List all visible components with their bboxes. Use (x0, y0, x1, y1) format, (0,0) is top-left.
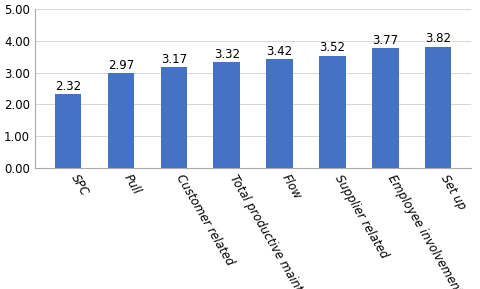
Bar (319, 56, 345, 168)
Text: 3.17: 3.17 (160, 53, 187, 66)
Text: 2.97: 2.97 (108, 59, 134, 72)
Text: 3.82: 3.82 (424, 32, 450, 45)
Text: 3.77: 3.77 (372, 34, 397, 47)
Text: 3.32: 3.32 (213, 48, 239, 61)
Text: 2.32: 2.32 (55, 79, 81, 92)
Bar (266, 59, 292, 168)
Bar (424, 47, 451, 168)
Bar (108, 73, 134, 168)
Bar (55, 94, 81, 168)
Text: 3.52: 3.52 (319, 42, 345, 55)
Bar (213, 62, 240, 168)
Bar (160, 67, 187, 168)
Text: 3.42: 3.42 (266, 45, 292, 58)
Bar (372, 48, 398, 168)
